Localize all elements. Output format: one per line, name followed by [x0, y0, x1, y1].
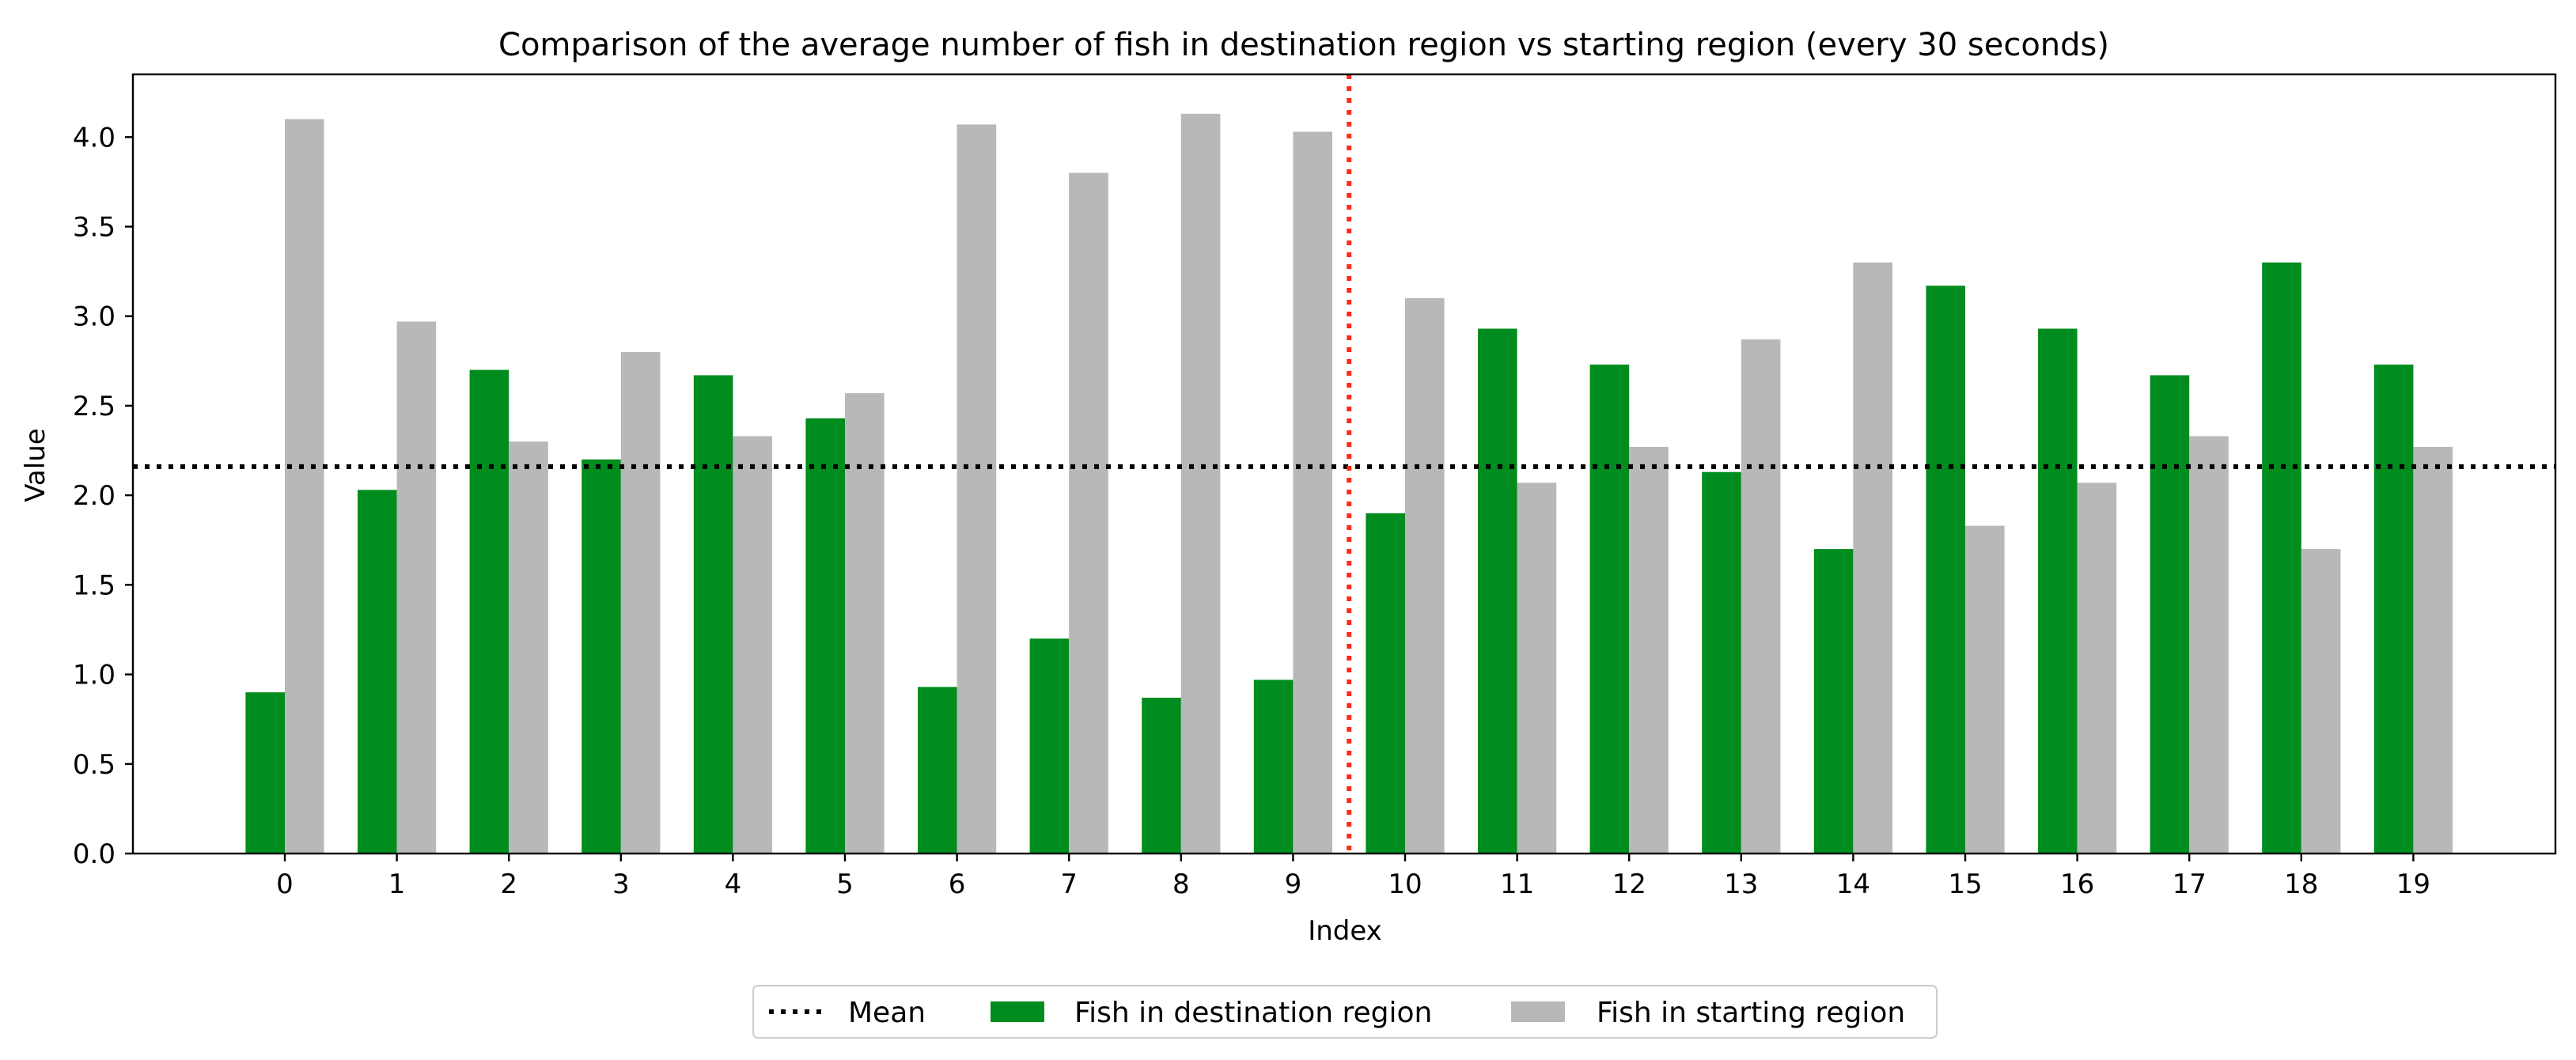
bar-destination-19 — [2373, 364, 2414, 854]
x-tick-label: 9 — [1285, 869, 1302, 900]
bar-destination-13 — [1702, 471, 1741, 854]
bar-starting-13 — [1741, 339, 1781, 854]
y-tick-label: 3.5 — [73, 212, 116, 244]
x-axis-label: Index — [1308, 915, 1382, 947]
x-tick-label: 19 — [2396, 869, 2430, 900]
bar-starting-3 — [620, 352, 661, 854]
bar-starting-14 — [1853, 262, 1892, 854]
y-tick-label: 0.5 — [73, 749, 116, 781]
x-tick-label: 5 — [836, 869, 854, 900]
bar-starting-5 — [845, 393, 885, 854]
x-tick-label: 6 — [949, 869, 966, 900]
bar-destination-5 — [805, 418, 845, 854]
bar-starting-11 — [1517, 483, 1557, 854]
y-tick-label: 1.0 — [73, 660, 116, 691]
bar-destination-0 — [245, 692, 285, 854]
x-axis: 0 1 2 3 4 5 6 7 8 9 10 11 12 13 14 15 16 17 18 19 — [276, 854, 2430, 900]
bar-starting-10 — [1405, 298, 1445, 854]
chart-title: Comparison of the average number of fish… — [498, 27, 2109, 63]
bar-destination-16 — [2038, 328, 2078, 854]
bar-starting-1 — [396, 321, 437, 854]
x-tick-label: 7 — [1060, 869, 1078, 900]
bar-destination-12 — [1589, 364, 1630, 854]
bar-starting-2 — [509, 441, 548, 854]
legend: Mean Fish in destination region Fish in … — [752, 985, 1938, 1039]
bar-destination-7 — [1029, 638, 1070, 854]
x-tick-label: 15 — [1948, 869, 1982, 900]
bar-destination-9 — [1253, 680, 1294, 854]
y-tick-label: 3.0 — [73, 301, 116, 333]
x-tick-label: 10 — [1388, 869, 1422, 900]
y-tick-label: 0.0 — [73, 839, 116, 870]
bar-destination-6 — [918, 687, 957, 854]
x-tick-label: 3 — [612, 869, 630, 900]
x-tick-label: 4 — [725, 869, 742, 900]
bar-starting-19 — [2413, 447, 2453, 854]
bar-destination-8 — [1142, 698, 1181, 854]
x-tick-label: 17 — [2173, 869, 2207, 900]
legend-label-destination: Fish in destination region — [1074, 997, 1432, 1029]
bar-destination-18 — [2262, 262, 2301, 854]
bar-starting-8 — [1180, 113, 1221, 854]
legend-starting-swatch — [1511, 1001, 1565, 1022]
x-tick-label: 18 — [2284, 869, 2318, 900]
bar-destination-1 — [358, 490, 397, 854]
plot-frame — [131, 73, 2557, 855]
bar-starting-12 — [1629, 447, 1669, 854]
bar-destination-4 — [693, 375, 733, 854]
y-tick-label: 4.0 — [73, 122, 116, 153]
y-tick-label: 2.0 — [73, 480, 116, 512]
y-axis-label: Value — [20, 428, 51, 502]
x-tick-label: 12 — [1612, 869, 1646, 900]
bar-starting-9 — [1293, 131, 1332, 854]
x-tick-label: 0 — [276, 869, 294, 900]
bars-group — [245, 113, 2453, 854]
bar-destination-11 — [1478, 328, 1517, 854]
x-tick-label: 11 — [1500, 869, 1534, 900]
y-axis: 0.0 0.5 1.0 1.5 2.0 2.5 3.0 3.5 4.0 — [73, 122, 133, 870]
bar-starting-6 — [957, 124, 997, 854]
bar-destination-10 — [1366, 513, 1405, 854]
bar-starting-15 — [1965, 525, 2005, 854]
legend-label-starting: Fish in starting region — [1597, 997, 1905, 1029]
legend-destination-swatch — [991, 1001, 1044, 1022]
bar-destination-15 — [1926, 286, 1965, 854]
x-tick-label: 2 — [500, 869, 517, 900]
bar-destination-2 — [469, 369, 510, 854]
legend-frame — [752, 985, 1938, 1039]
legend-label-mean: Mean — [848, 997, 926, 1029]
x-tick-label: 8 — [1172, 869, 1190, 900]
bar-starting-4 — [733, 436, 772, 854]
bar-destination-14 — [1813, 549, 1854, 854]
bar-starting-17 — [2189, 436, 2229, 854]
bar-starting-0 — [285, 119, 324, 854]
x-tick-label: 13 — [1724, 869, 1758, 900]
bar-starting-16 — [2077, 483, 2117, 854]
bar-destination-17 — [2150, 375, 2190, 854]
y-tick-label: 2.5 — [73, 391, 116, 422]
bar-starting-7 — [1069, 172, 1108, 854]
x-tick-label: 16 — [2060, 869, 2094, 900]
bar-starting-18 — [2301, 549, 2341, 854]
bar-destination-3 — [581, 459, 621, 854]
x-tick-label: 14 — [1836, 869, 1870, 900]
x-tick-label: 1 — [388, 869, 406, 900]
y-tick-label: 1.5 — [73, 570, 116, 601]
